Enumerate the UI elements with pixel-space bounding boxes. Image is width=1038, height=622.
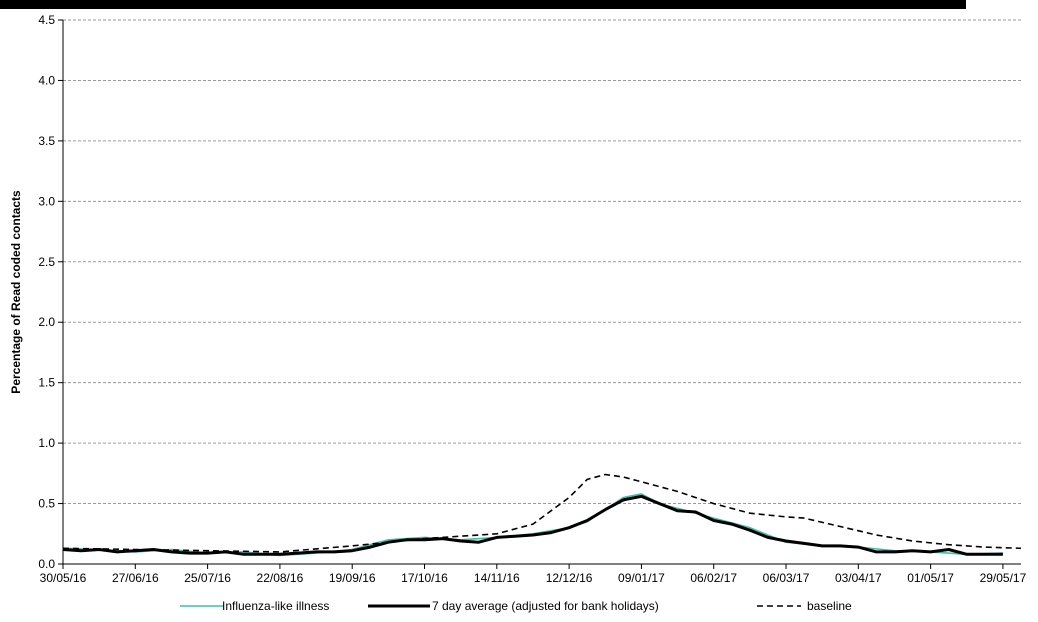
gridlines <box>63 19 1021 505</box>
x-tick-label: 22/08/16 <box>257 571 304 585</box>
y-axis-ticks: 0.0 0.5 1.0 1.5 2.0 2.5 3.0 3.5 4.0 4.5 <box>38 13 63 571</box>
y-axis-title: Percentage of Read coded contacts <box>9 190 23 394</box>
y-tick-label: 1.5 <box>38 376 55 390</box>
top-banner-bar <box>0 0 966 9</box>
series-lines <box>62 473 1022 557</box>
y-tick-label: 3.0 <box>38 194 55 208</box>
y-tick-label: 2.5 <box>38 255 55 269</box>
x-tick-label: 06/03/17 <box>763 571 810 585</box>
x-tick-label: 03/04/17 <box>835 571 882 585</box>
x-tick-label: 12/12/16 <box>546 571 593 585</box>
x-tick-label: 14/11/16 <box>474 571 520 585</box>
y-tick-label: 0.5 <box>38 497 55 511</box>
axes <box>62 20 1021 565</box>
y-tick-label: 1.0 <box>38 436 55 450</box>
y-tick-label: 4.0 <box>38 73 55 87</box>
x-tick-label: 25/07/16 <box>184 571 231 585</box>
x-tick-label: 19/09/16 <box>329 571 376 585</box>
x-tick-label: 27/06/16 <box>112 571 159 585</box>
legend-label-0: Influenza-like illness <box>222 599 329 613</box>
series-line-1 <box>62 494 1003 556</box>
x-tick-label: 29/05/17 <box>980 571 1027 585</box>
y-tick-label: 3.5 <box>38 134 55 148</box>
y-tick-label: 2.0 <box>38 315 55 329</box>
x-tick-label: 17/10/16 <box>401 571 448 585</box>
x-axis-ticks: 30/05/16 27/06/16 25/07/16 22/08/16 19/09/16… <box>40 564 1027 585</box>
x-tick-label: 30/05/16 <box>40 571 87 585</box>
legend-label-2: baseline <box>807 599 852 613</box>
series-line-2 <box>62 473 1022 553</box>
x-tick-label: 01/05/17 <box>907 571 954 585</box>
legend-label-1: 7 day average (adjusted for bank holiday… <box>432 599 659 613</box>
x-tick-label: 09/01/17 <box>618 571 665 585</box>
legend: Influenza-like illness 7 day average (adj… <box>180 599 852 613</box>
y-tick-label: 4.5 <box>38 13 55 27</box>
y-tick-label: 0.0 <box>38 557 55 571</box>
x-tick-label: 06/02/17 <box>690 571 737 585</box>
